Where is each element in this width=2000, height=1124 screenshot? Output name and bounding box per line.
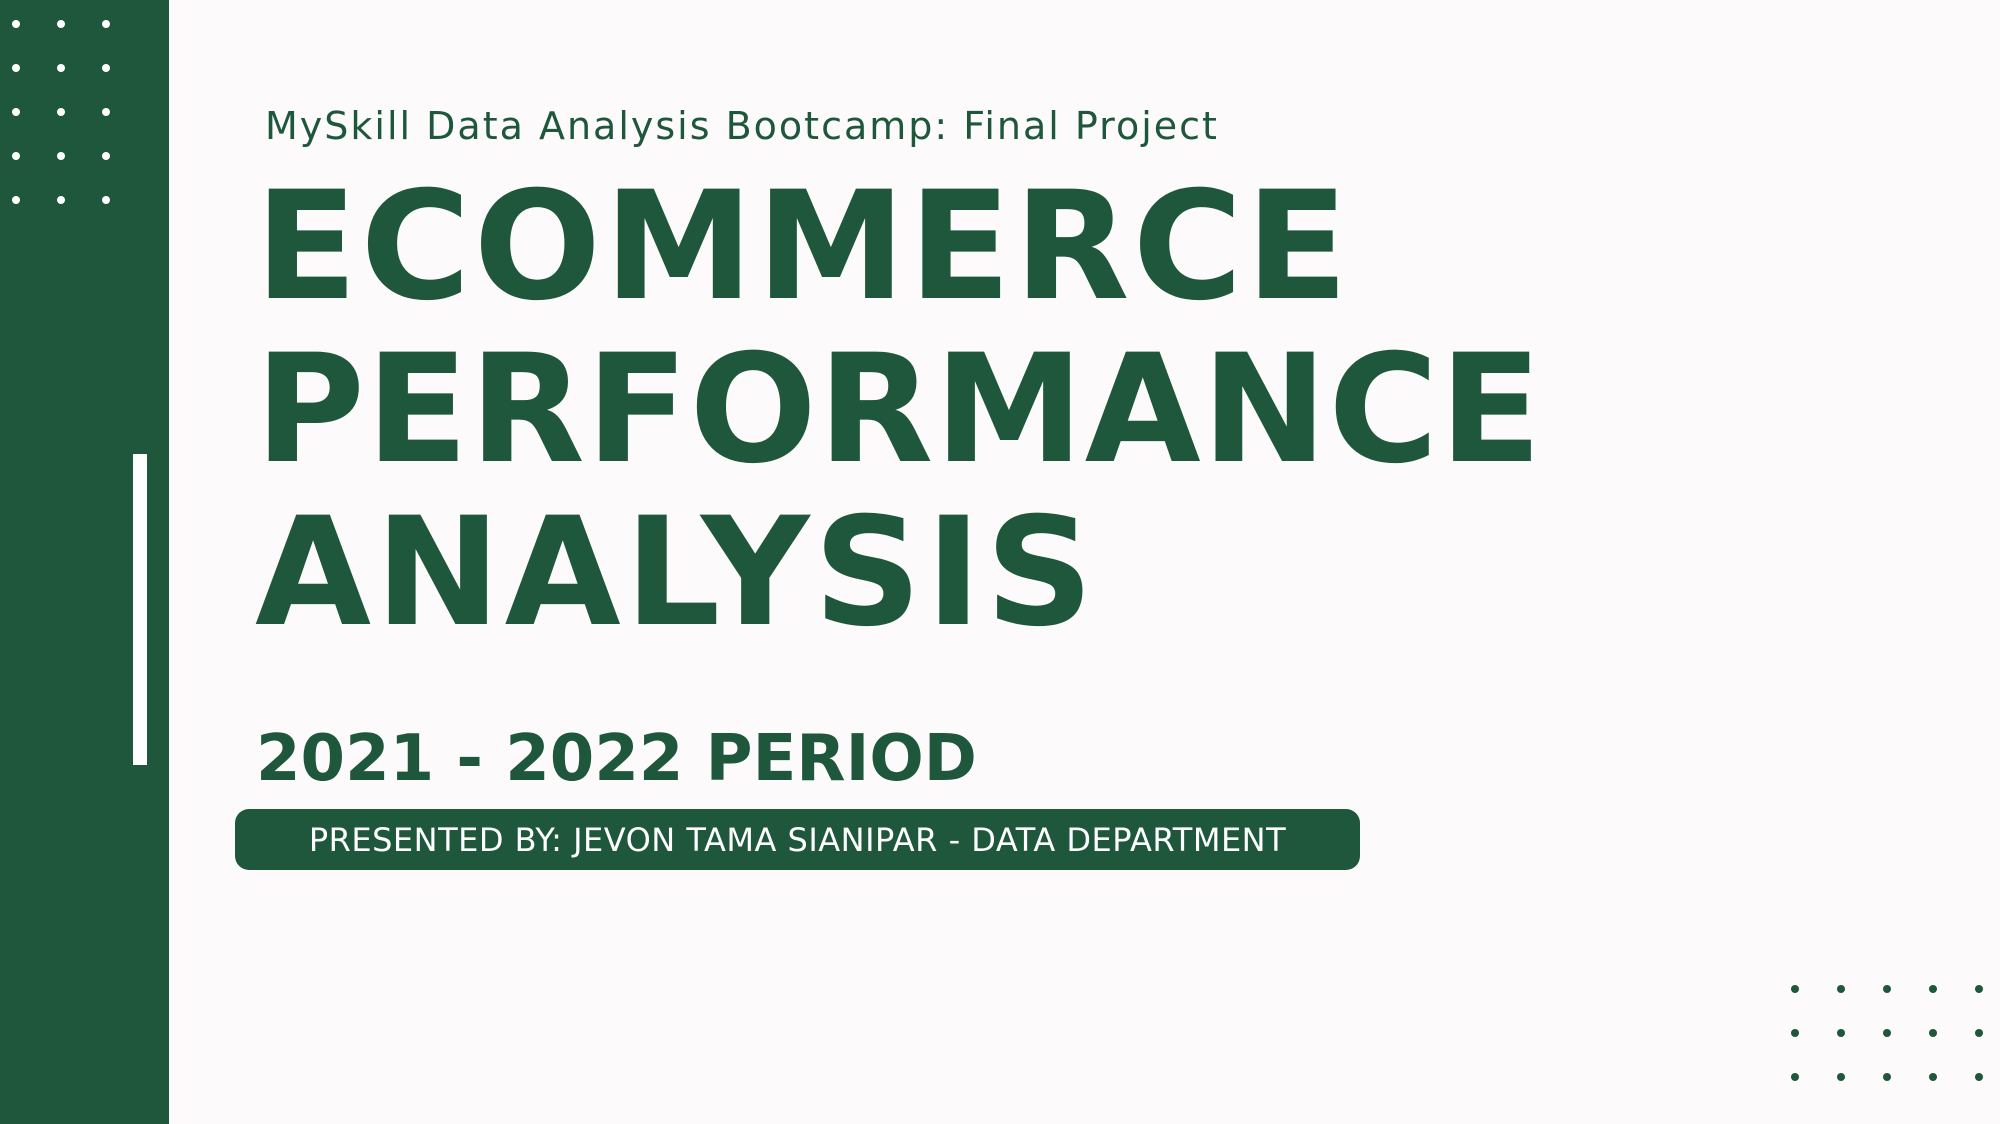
decorative-dot — [1791, 1073, 1799, 1081]
decorative-dot — [102, 64, 110, 72]
decorative-dot — [1975, 1073, 1983, 1081]
decorative-dot — [1929, 985, 1937, 993]
presenter-text: PRESENTED BY: JEVON TAMA SIANIPAR - DATA… — [308, 820, 1287, 859]
decorative-dot — [1929, 1029, 1937, 1037]
decorative-dot — [57, 108, 65, 116]
decorative-dot — [12, 152, 20, 160]
decorative-dot — [1975, 985, 1983, 993]
decorative-dot — [57, 20, 65, 28]
dot-pattern-bottom-right — [1791, 985, 1983, 1081]
decorative-dot — [12, 108, 20, 116]
decorative-dot — [1883, 1029, 1891, 1037]
left-sidebar-band — [0, 0, 169, 1124]
decorative-dot — [1883, 1073, 1891, 1081]
decorative-dot — [1883, 985, 1891, 993]
vertical-accent-bar — [133, 454, 147, 765]
decorative-dot — [1837, 1029, 1845, 1037]
dot-pattern-top-left — [12, 20, 110, 204]
decorative-dot — [57, 64, 65, 72]
decorative-dot — [57, 152, 65, 160]
decorative-dot — [12, 64, 20, 72]
decorative-dot — [1929, 1073, 1937, 1081]
title-line-1: ECOMMERCE — [255, 160, 1352, 334]
decorative-dot — [12, 20, 20, 28]
decorative-dot — [102, 152, 110, 160]
decorative-dot — [102, 108, 110, 116]
decorative-dot — [1791, 1029, 1799, 1037]
presenter-banner: PRESENTED BY: JEVON TAMA SIANIPAR - DATA… — [235, 809, 1360, 870]
slide-subtitle: MySkill Data Analysis Bootcamp: Final Pr… — [265, 104, 1219, 148]
decorative-dot — [57, 196, 65, 204]
decorative-dot — [102, 196, 110, 204]
decorative-dot — [1837, 985, 1845, 993]
decorative-dot — [12, 196, 20, 204]
title-line-2: PERFORMANCE — [255, 323, 1543, 497]
period-heading: 2021 - 2022 PERIOD — [256, 722, 977, 796]
decorative-dot — [102, 20, 110, 28]
decorative-dot — [1791, 985, 1799, 993]
decorative-dot — [1975, 1029, 1983, 1037]
title-line-3: ANALYSIS — [255, 486, 1098, 660]
decorative-dot — [1837, 1073, 1845, 1081]
